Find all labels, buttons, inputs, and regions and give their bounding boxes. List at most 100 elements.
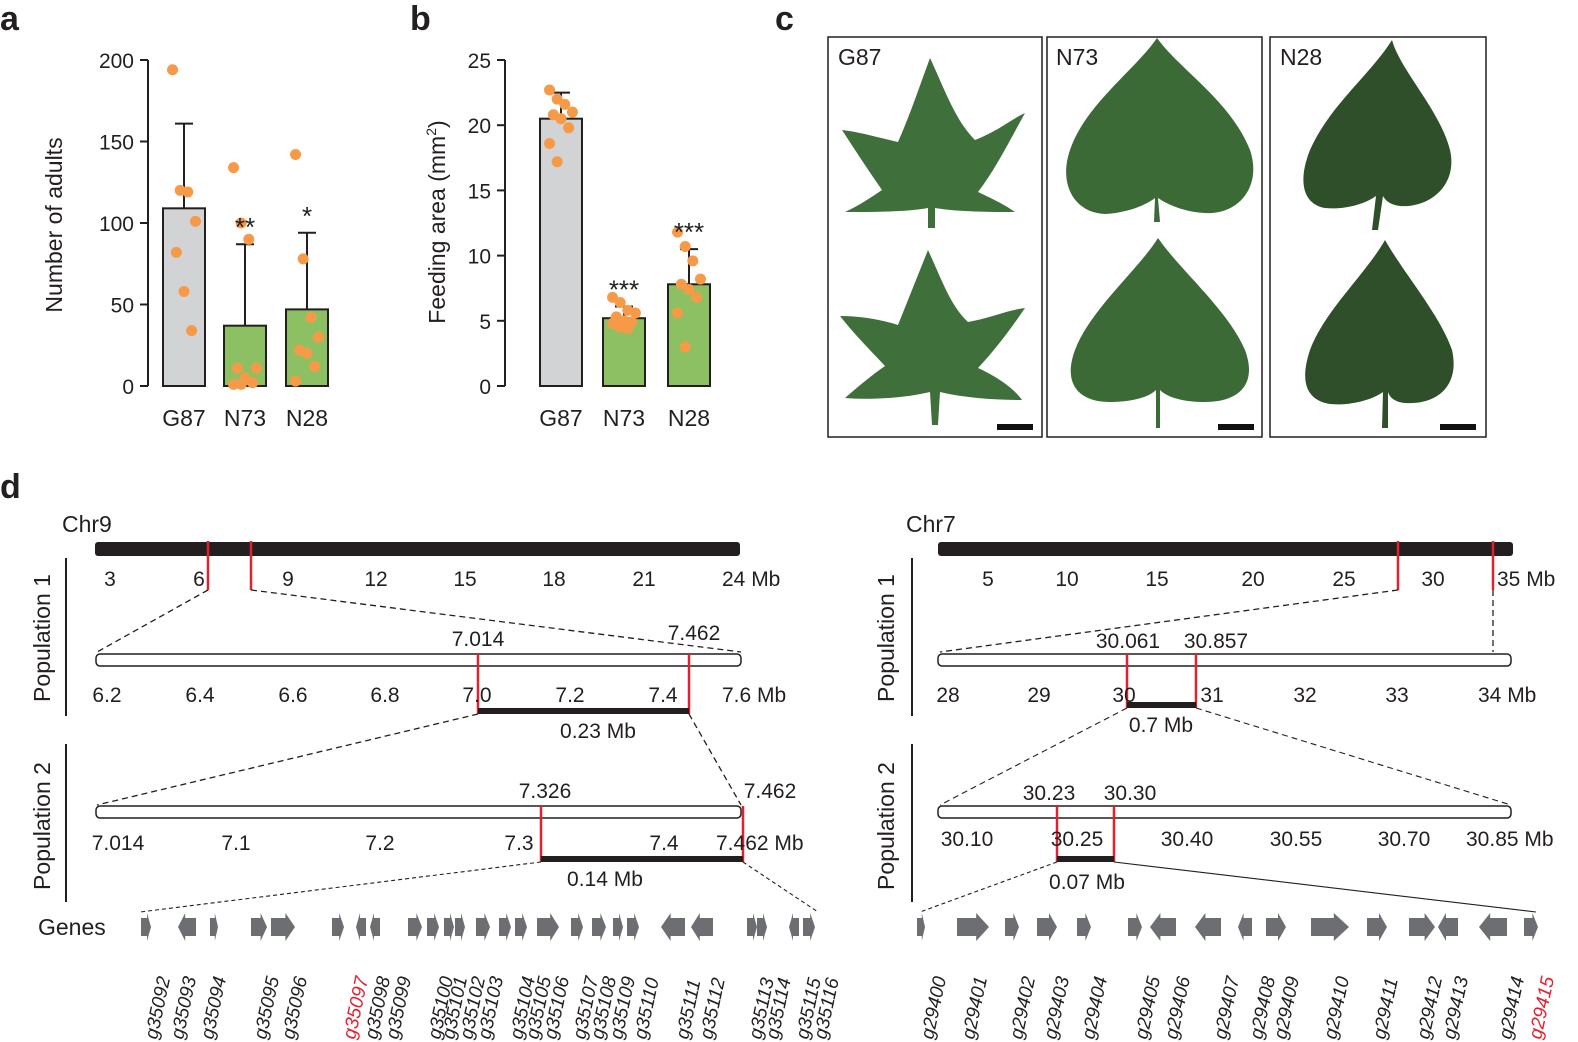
svg-text:34 Mb: 34 Mb [1478, 684, 1536, 707]
gene-arrow [1479, 913, 1507, 941]
data-point [559, 98, 571, 110]
gene-arrow [691, 913, 713, 941]
gene-arrow [1438, 913, 1458, 941]
data-point [563, 122, 575, 134]
interval-bar [1127, 702, 1196, 708]
zoom-bar-pop1 [95, 653, 742, 667]
svg-text:7.462: 7.462 [668, 622, 721, 645]
svg-text:30.70: 30.70 [1378, 828, 1431, 851]
significance-mark: *** [674, 217, 704, 247]
data-point [228, 378, 240, 390]
y-tick-label: 100 [99, 213, 134, 236]
data-point [186, 325, 198, 337]
gene-arrow [455, 913, 465, 941]
interval-bar [541, 856, 743, 862]
chart-adults: Number of adults 0 50 100 150 200 G87 ** N73 * N2… [41, 50, 329, 431]
gene-label: g35096 [278, 974, 312, 1041]
svg-text:6.2: 6.2 [92, 684, 121, 707]
gene-arrow [476, 913, 490, 941]
gene-arrow [444, 913, 454, 941]
data-point [290, 375, 302, 387]
gene-label: g35094 [197, 975, 231, 1041]
gene-arrow [613, 913, 623, 941]
gene-label: g29407 [1210, 973, 1244, 1041]
leaf-heart-bottom [1070, 238, 1250, 428]
bar-n28 [285, 308, 329, 388]
svg-text:15: 15 [453, 568, 476, 591]
gene-arrow [408, 913, 422, 941]
gene-arrow [789, 913, 799, 941]
svg-text:7.3: 7.3 [504, 832, 533, 855]
chromosome-bar-chr7 [938, 542, 1513, 556]
svg-text:30.857: 30.857 [1184, 630, 1248, 653]
leaf-label-n73: N73 [1056, 44, 1098, 70]
chromosome-label-chr9: Chr9 [62, 511, 112, 537]
y-tick-label: 15 [468, 180, 491, 203]
y-tick-label: 0 [122, 376, 134, 399]
gene-label: g29404 [1078, 975, 1112, 1041]
data-point [182, 186, 194, 198]
y-tick-label: 150 [99, 132, 134, 155]
interval-label: 0.7 Mb [1129, 714, 1193, 737]
interval-bar [1057, 856, 1114, 862]
svg-text:31: 31 [1200, 684, 1223, 707]
gene-arrow [1195, 913, 1221, 941]
gene-label: g29401 [958, 975, 992, 1041]
svg-text:30: 30 [1112, 684, 1135, 707]
data-point [228, 162, 240, 174]
gene-arrow [1266, 913, 1286, 941]
x-tick-label: N28 [286, 405, 328, 431]
gene-arrow [1311, 913, 1349, 941]
gene-label: g29415 [1525, 974, 1559, 1041]
data-point [551, 156, 563, 168]
y-tick-label: 200 [99, 50, 134, 73]
gene-arrow [957, 913, 989, 941]
svg-text:24 Mb: 24 Mb [722, 568, 780, 591]
svg-text:15: 15 [1145, 568, 1168, 591]
svg-text:7.462: 7.462 [744, 780, 797, 803]
gene-arrow [427, 913, 439, 941]
y-tick-label: 10 [468, 246, 491, 269]
population-2-label: Population 2 [873, 762, 899, 890]
data-point [247, 377, 259, 389]
svg-text:7.014: 7.014 [452, 628, 505, 651]
gene-arrow [515, 913, 527, 941]
x-tick-label: N28 [668, 405, 710, 431]
bar-n28 [667, 283, 711, 387]
gene-arrow [627, 913, 639, 941]
gene-arrow [251, 913, 267, 941]
svg-text:7.1: 7.1 [221, 832, 250, 855]
x-tick-label: G87 [162, 405, 205, 431]
data-point [614, 297, 626, 309]
leaf-photo-n73: N73 [1046, 36, 1263, 438]
zoom-bar-pop1 [937, 653, 1512, 667]
zoom2-ticks-chr9: 7.014 7.1 7.2 7.3 7.4 7.462 Mb [92, 832, 804, 855]
gene-track-chr7: g29400 g29401 g29402 g29403 g29404 g29405g294… [917, 913, 1559, 1041]
population-1-label: Population 1 [873, 574, 899, 702]
svg-text:33: 33 [1385, 684, 1408, 707]
gene-arrow [1150, 913, 1176, 941]
svg-text:30.10: 30.10 [941, 828, 994, 851]
zoom1-ticks-chr9: 6.2 6.4 6.6 6.8 7.0 7.2 7.4 7.6 Mb [92, 684, 786, 707]
gene-arrow [370, 913, 380, 941]
panel-label-d: d [0, 468, 21, 506]
significance-mark: ** [235, 212, 255, 242]
svg-text:30.061: 30.061 [1096, 630, 1160, 653]
y-tick-label: 25 [468, 50, 491, 73]
data-point [683, 284, 695, 296]
y-axis-label-b: Feeding area (mm2) [423, 120, 450, 323]
x-tick-label: N73 [603, 405, 645, 431]
svg-text:3: 3 [104, 568, 116, 591]
data-point [231, 362, 243, 374]
data-point [243, 233, 255, 245]
gene-label: g29405 [1131, 974, 1165, 1041]
genes-label: Genes [38, 914, 106, 940]
chromosome-label-chr7: Chr7 [906, 511, 956, 537]
svg-text:9: 9 [282, 568, 294, 591]
svg-text:6.8: 6.8 [370, 684, 399, 707]
data-point [679, 240, 691, 252]
interval-label: 0.07 Mb [1049, 871, 1125, 894]
data-point [167, 64, 179, 76]
gene-arrow [1409, 913, 1435, 941]
